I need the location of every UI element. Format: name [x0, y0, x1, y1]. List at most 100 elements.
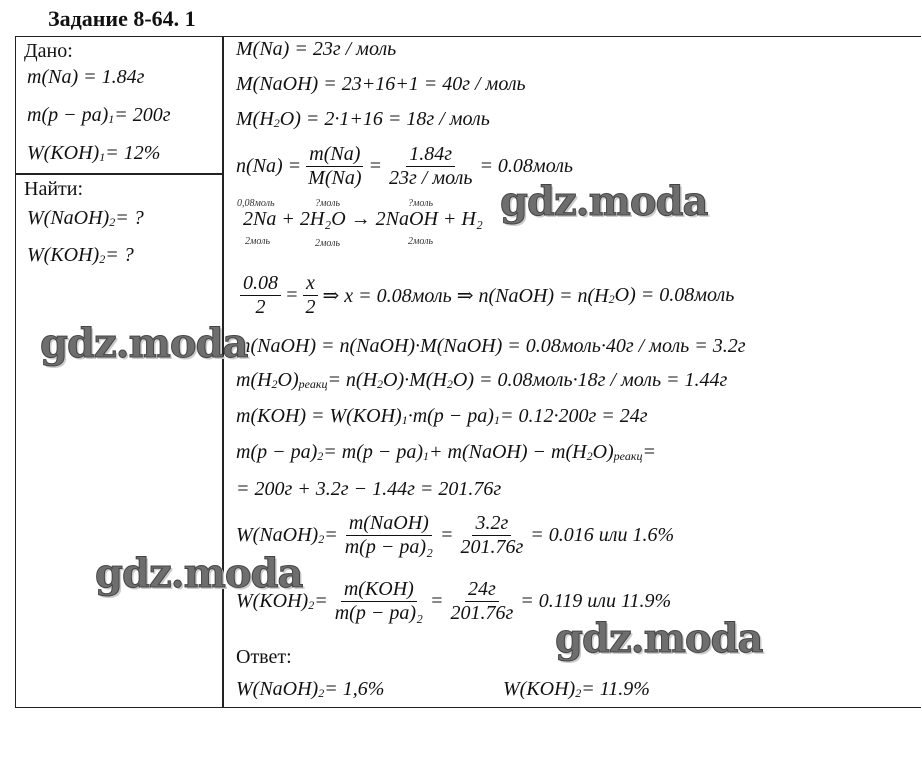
answer-line: W(NaOH) 2 = 1,6% — [236, 678, 384, 701]
find-label: Найти: — [24, 178, 84, 200]
math-text: = — [314, 590, 328, 612]
math-text: O) = 0.08моль — [614, 284, 735, 306]
fraction: m(Na) M(Na) — [305, 143, 364, 190]
subscript: 2 — [575, 686, 582, 700]
math-text: m(p − pa) — [27, 104, 109, 126]
solution-line: = 200г + 3.2г − 1.44г = 201.76г — [236, 478, 501, 501]
find-line: W(NaOH) 2 = ? — [27, 207, 144, 230]
subscript: 1 — [401, 413, 408, 427]
column-divider — [222, 36, 224, 708]
solution-line: M(Na) = 23г / моль — [236, 38, 396, 61]
math-text: O) = 0.08моль·18г / моль = 1.44г — [452, 369, 728, 391]
solution-line: W(KOH) 2 = m(KOH) m(p − pa)₂ = 24г 201.76г … — [236, 578, 671, 625]
math-text: O)·M(H — [383, 369, 447, 391]
fraction: m(KOH) m(p − pa)₂ — [332, 578, 426, 625]
given-line: W(KOH) 1 = 12% — [27, 142, 160, 165]
watermark: gdz.moda — [39, 320, 248, 368]
subscript: 1 — [108, 112, 115, 126]
subscript: 2 — [271, 377, 278, 391]
math-text: = 11.9% — [581, 678, 650, 700]
math-text: M(Na) = 23г / моль — [236, 38, 397, 60]
math-text: O) — [277, 369, 299, 391]
solution-line: m(NaOH) = n(NaOH)·M(NaOH) = 0.08моль·40г… — [236, 335, 746, 358]
math-text: m(KOH) = W(KOH) — [236, 405, 402, 427]
math-text: = — [439, 524, 454, 546]
math-text: = — [642, 441, 656, 463]
math-text: = n(H — [327, 369, 378, 391]
reaction-annotation: 2моль — [315, 238, 341, 249]
fraction: m(NaOH) m(p − pa)₂ — [342, 512, 436, 559]
subscript: 2 — [608, 292, 615, 306]
solution-line: m(H 2 O) реакц = n(H 2 O)·M(H 2 O) = 0.08моль·1… — [236, 369, 727, 392]
given-find-divider — [15, 173, 223, 175]
math-text: W(NaOH) — [236, 678, 319, 700]
subscript: 2 — [308, 598, 315, 612]
watermark: gdz.moda — [94, 550, 303, 598]
subscript: 1 — [99, 150, 106, 164]
math-text: m(Na) = 1.84г — [27, 66, 145, 88]
solution-line: m(p − pa) 2 = m(p − pa) 1 + m(NaOH) − m(H 2… — [236, 441, 656, 464]
fraction: 1.84г 23г / моль — [386, 143, 475, 190]
given-line: m(Na) = 1.84г — [27, 66, 144, 89]
subscript: 2 — [273, 116, 280, 130]
given-label: Дано: — [24, 40, 73, 62]
math-text: = ? — [105, 244, 134, 266]
watermark: gdz.moda — [499, 178, 708, 226]
subscript: 2 — [446, 377, 453, 391]
fraction: 0.08 2 — [240, 272, 281, 319]
math-text: = m(p − pa) — [323, 441, 424, 463]
math-text: = 0.12·200г = 24г — [499, 405, 648, 427]
math-text: O) = 2·1+16 = 18г / моль — [279, 108, 490, 130]
solution-line: m(KOH) = W(KOH) 1 ·m(p − pa) 1 = 0.12·200г … — [236, 405, 648, 428]
math-text: = ? — [115, 207, 144, 229]
denominator: 201.76г — [460, 536, 524, 558]
math-text: W(NaOH) — [236, 524, 319, 546]
math-text: m(NaOH) = n(NaOH)·M(NaOH) = 0.08моль·40г… — [236, 335, 746, 357]
fraction: 24г 201.76г — [447, 578, 516, 625]
math-text: = 0.119 или 11.9% — [520, 590, 672, 612]
math-text: m(H — [236, 369, 272, 391]
find-line: W(KOH) 2 = ? — [27, 244, 134, 267]
subscript: 2 — [99, 252, 106, 266]
reaction-annotation: ?моль — [408, 198, 434, 209]
solution-line: n(Na) = m(Na) M(Na) = 1.84г 23г / моль = 0… — [236, 143, 573, 190]
math-text: n(Na) = — [236, 155, 302, 177]
solution-table — [15, 36, 921, 708]
solution-line: M(H 2 O) = 2·1+16 = 18г / моль — [236, 108, 490, 131]
answer-line: W(KOH) 2 = 11.9% — [503, 678, 650, 701]
given-line: m(p − pa) 1 = 200г — [27, 104, 171, 127]
math-text: W(KOH) — [27, 142, 100, 164]
math-text: = — [368, 155, 382, 177]
math-text: = 0.016 или 1.6% — [530, 524, 675, 546]
math-text: = 0.08моль — [479, 155, 574, 177]
math-text: = 200г + 3.2г − 1.44г = 201.76г — [236, 478, 502, 500]
solution-line: M(NaOH) = 23+16+1 = 40г / моль — [236, 73, 526, 96]
subscript: 2 — [317, 449, 324, 463]
reaction-annotation: ?моль — [315, 198, 341, 209]
math-text: = 200г — [114, 104, 171, 126]
subscript: 2 — [586, 449, 593, 463]
reaction-equation: 2Na + 2H₂O → 2NaOH + H₂ 0,08моль ?моль ?… — [237, 198, 483, 249]
watermark: gdz.moda — [554, 615, 763, 663]
math-text: m(p − pa) — [236, 441, 318, 463]
answer-label: Ответ: — [236, 646, 292, 668]
numerator: m(KOH) — [340, 578, 417, 602]
denominator: m(p − pa)₂ — [344, 536, 433, 558]
denominator: m(p − pa)₂ — [334, 602, 423, 624]
subscript: 2 — [377, 377, 384, 391]
numerator: x — [303, 272, 318, 296]
math-text: W(NaOH) — [27, 207, 110, 229]
subscript: реакц — [613, 449, 643, 463]
task-title: Задание 8-64. 1 — [48, 6, 196, 31]
math-text: = — [324, 524, 338, 546]
subscript: реакц — [298, 377, 328, 391]
subscript: 2 — [109, 215, 116, 229]
subscript: 1 — [423, 449, 430, 463]
subscript: 1 — [493, 413, 500, 427]
math-text: M(NaOH) = 23+16+1 = 40г / моль — [236, 73, 526, 95]
reaction-annotation: 2моль — [245, 236, 271, 247]
math-text: = — [285, 284, 299, 306]
denominator: 23г / моль — [388, 167, 473, 189]
